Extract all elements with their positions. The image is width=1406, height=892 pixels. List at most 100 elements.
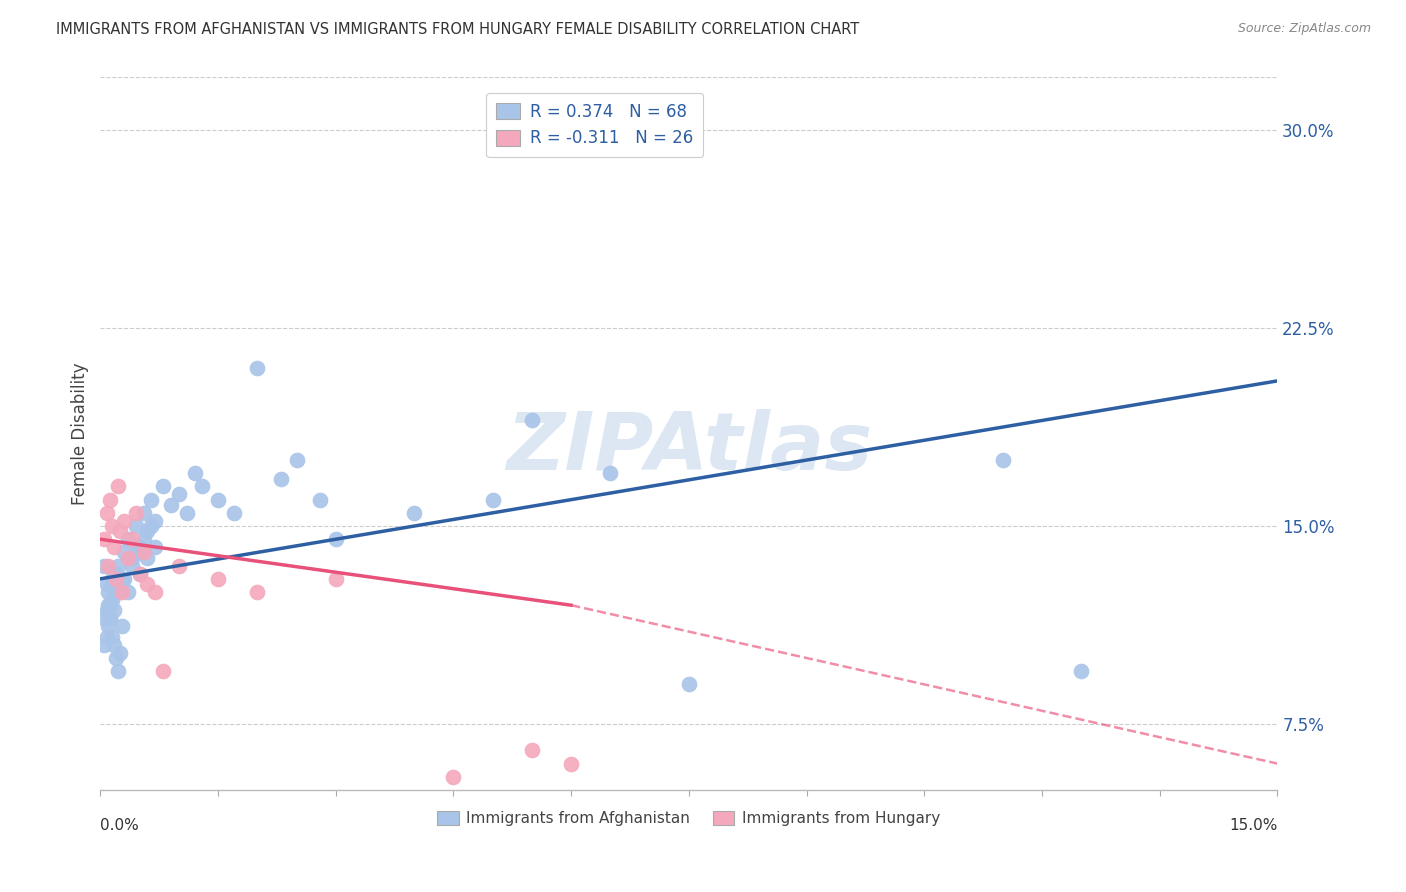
Point <box>105 585 128 599</box>
Point <box>98 611 121 625</box>
Point <box>136 550 159 565</box>
Point <box>124 506 146 520</box>
Point <box>325 533 347 547</box>
Point <box>309 492 332 507</box>
Point <box>191 479 214 493</box>
Point <box>1070 664 1092 678</box>
Point <box>136 577 159 591</box>
Point <box>143 540 166 554</box>
Point <box>98 611 121 625</box>
Point <box>117 533 139 547</box>
Point <box>441 770 464 784</box>
Point <box>107 479 129 493</box>
Point <box>103 540 125 554</box>
Point <box>167 558 190 573</box>
Point <box>97 558 120 573</box>
Point <box>108 524 131 539</box>
Point <box>141 519 163 533</box>
Point <box>121 558 143 573</box>
Point <box>112 514 135 528</box>
Point <box>111 585 134 599</box>
Point <box>124 545 146 559</box>
Point <box>105 566 128 581</box>
Point <box>117 585 139 599</box>
Point <box>98 492 121 507</box>
Point <box>111 619 134 633</box>
Text: 0.0%: 0.0% <box>100 819 139 833</box>
Point <box>103 603 125 617</box>
Point <box>108 585 131 599</box>
Point <box>107 558 129 573</box>
Point <box>117 550 139 565</box>
Point <box>136 524 159 539</box>
Point <box>520 743 543 757</box>
Point <box>97 598 120 612</box>
Point <box>96 577 118 591</box>
Point <box>560 756 582 771</box>
Point <box>107 572 129 586</box>
Point <box>128 566 150 581</box>
Text: 15.0%: 15.0% <box>1229 819 1277 833</box>
Point <box>207 572 229 586</box>
Point <box>98 598 121 612</box>
Point <box>96 506 118 520</box>
Point <box>207 492 229 507</box>
Point <box>176 506 198 520</box>
Point <box>132 506 155 520</box>
Point <box>141 492 163 507</box>
Text: ZIPAtlas: ZIPAtlas <box>506 409 872 487</box>
Point <box>143 514 166 528</box>
Point <box>101 593 124 607</box>
Point <box>128 566 150 581</box>
Legend: Immigrants from Afghanistan, Immigrants from Hungary: Immigrants from Afghanistan, Immigrants … <box>432 805 946 832</box>
Point <box>285 453 308 467</box>
Point <box>103 577 125 591</box>
Point <box>520 413 543 427</box>
Point <box>152 479 174 493</box>
Point <box>105 651 128 665</box>
Point <box>97 619 120 633</box>
Point <box>481 492 503 507</box>
Point <box>93 638 115 652</box>
Point <box>128 540 150 554</box>
Point <box>93 611 115 625</box>
Point <box>325 572 347 586</box>
Point <box>270 471 292 485</box>
Point <box>124 519 146 533</box>
Point <box>246 360 269 375</box>
Point <box>105 572 128 586</box>
Point <box>108 646 131 660</box>
Point <box>121 533 143 547</box>
Point <box>112 545 135 559</box>
Point <box>96 630 118 644</box>
Point <box>678 677 700 691</box>
Point <box>96 603 118 617</box>
Point <box>160 498 183 512</box>
Point <box>107 664 129 678</box>
Point <box>222 506 245 520</box>
Point <box>97 585 120 599</box>
Text: IMMIGRANTS FROM AFGHANISTAN VS IMMIGRANTS FROM HUNGARY FEMALE DISABILITY CORRELA: IMMIGRANTS FROM AFGHANISTAN VS IMMIGRANT… <box>56 22 859 37</box>
Point <box>111 572 134 586</box>
Point <box>112 572 135 586</box>
Point <box>152 664 174 678</box>
Y-axis label: Female Disability: Female Disability <box>72 362 89 505</box>
Point <box>93 558 115 573</box>
Point <box>143 585 166 599</box>
Point <box>404 506 426 520</box>
Point <box>167 487 190 501</box>
Point <box>121 550 143 565</box>
Point <box>101 630 124 644</box>
Point <box>599 467 621 481</box>
Point <box>132 545 155 559</box>
Point <box>991 453 1014 467</box>
Point <box>93 533 115 547</box>
Point <box>183 467 205 481</box>
Point <box>132 533 155 547</box>
Text: Source: ZipAtlas.com: Source: ZipAtlas.com <box>1237 22 1371 36</box>
Point <box>103 638 125 652</box>
Point <box>101 572 124 586</box>
Point <box>246 585 269 599</box>
Point <box>101 519 124 533</box>
Point <box>108 577 131 591</box>
